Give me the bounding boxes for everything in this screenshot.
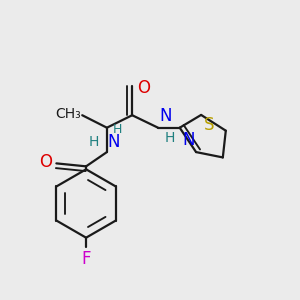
Text: O: O	[137, 79, 151, 97]
Text: N: N	[182, 131, 195, 149]
Text: H: H	[165, 131, 175, 145]
Text: H: H	[89, 134, 100, 148]
Text: O: O	[39, 153, 52, 171]
Text: F: F	[81, 250, 91, 268]
Text: CH₃: CH₃	[55, 107, 81, 121]
Text: N: N	[160, 107, 172, 125]
Text: H: H	[112, 123, 122, 136]
Text: S: S	[204, 116, 214, 134]
Text: N: N	[107, 133, 120, 151]
